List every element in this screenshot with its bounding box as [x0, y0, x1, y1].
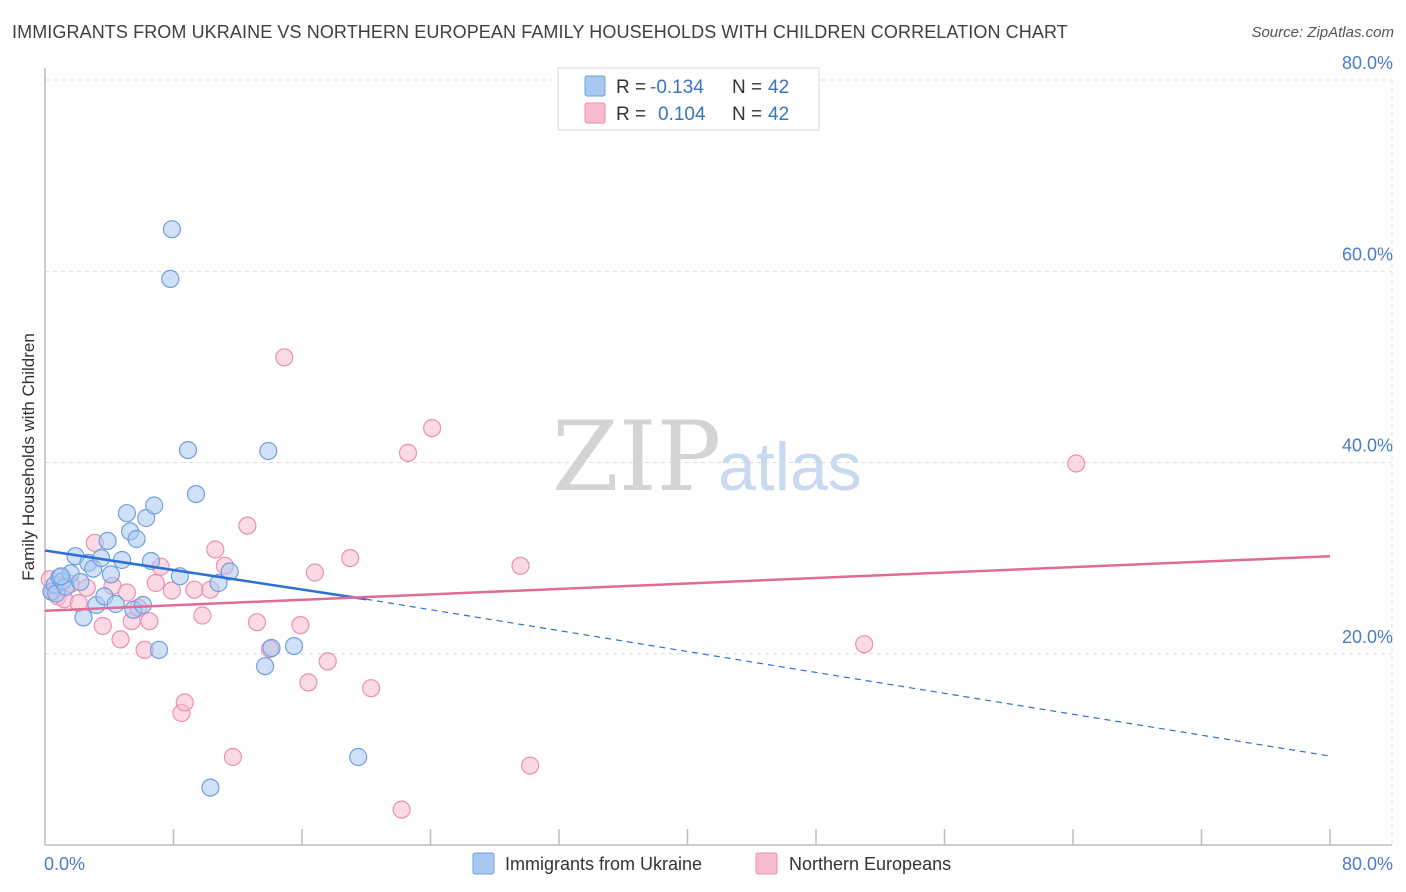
point-northern-europeans-10 — [111, 630, 130, 649]
legend-r-value-northern-europeans: 0.104 — [658, 104, 706, 125]
point-ukraine-8 — [71, 572, 90, 592]
y-tick-labels: 20.0% 40.0% 60.0% 80.0% — [1342, 53, 1393, 647]
y-axis-title: Family Households with Children — [19, 333, 38, 581]
bottom-legend-label-northern-europeans: Northern Europeans — [789, 854, 951, 874]
point-northern-europeans-11 — [117, 583, 137, 602]
point-northern-europeans-34 — [318, 652, 337, 671]
x-tick-labels: 0.0% 80.0% — [44, 854, 1393, 874]
point-northern-europeans-33 — [305, 563, 324, 582]
point-ukraine-32 — [186, 485, 206, 504]
watermark-atlas: atlas — [718, 429, 862, 505]
point-ukraine-17 — [106, 594, 125, 614]
trend-lines — [44, 549, 1331, 757]
point-ukraine-19 — [117, 504, 137, 523]
point-northern-europeans-37 — [392, 800, 411, 819]
point-ukraine-28 — [161, 269, 180, 288]
axes — [44, 68, 1392, 846]
point-ukraine-35 — [220, 562, 239, 581]
point-northern-europeans-43 — [1067, 454, 1086, 473]
point-ukraine-27 — [149, 640, 169, 660]
point-northern-europeans-35 — [341, 548, 360, 568]
point-northern-europeans-27 — [238, 516, 257, 535]
point-northern-europeans-15 — [140, 612, 159, 631]
legend-n-value-ukraine: 42 — [768, 77, 789, 98]
point-ukraine-15 — [98, 531, 117, 551]
y-tick-label-1: 40.0% — [1342, 436, 1393, 456]
watermark-zip: ZIP — [552, 401, 721, 513]
point-ukraine-26 — [145, 496, 164, 515]
point-northern-europeans-26 — [223, 747, 242, 767]
trend-line-ukraine — [44, 549, 367, 601]
bottom-legend-swatch-ukraine — [472, 852, 495, 875]
legend-n-label-ukraine: N = — [732, 77, 762, 98]
point-northern-europeans-42 — [855, 635, 874, 654]
point-northern-europeans-32 — [299, 673, 318, 692]
legend-swatch-northern-europeans — [584, 102, 606, 124]
point-northern-europeans-20 — [175, 693, 194, 712]
point-northern-europeans-21 — [185, 580, 204, 599]
x-tick-label-1: 80.0% — [1342, 854, 1393, 874]
y-tick-label-0: 20.0% — [1342, 627, 1393, 647]
point-ukraine-39 — [284, 636, 304, 656]
y-tick-label-2: 60.0% — [1342, 244, 1393, 264]
y-tick-label-3: 80.0% — [1342, 53, 1393, 73]
x-tick-label-0: 0.0% — [44, 854, 85, 874]
point-ukraine-41 — [51, 567, 71, 586]
point-northern-europeans-40 — [511, 556, 530, 575]
legend-r-label-northern-europeans: R = — [616, 104, 646, 125]
point-ukraine-33 — [201, 778, 220, 797]
point-northern-europeans-38 — [398, 443, 418, 462]
data-points — [40, 220, 1086, 819]
bottom-legend-swatch-northern-europeans — [755, 852, 778, 875]
point-ukraine-40 — [349, 747, 368, 767]
trend-line-northern-europeans — [44, 554, 1331, 612]
point-ukraine-9 — [74, 608, 93, 627]
legend-r-value-ukraine: -0.134 — [650, 77, 704, 98]
point-northern-europeans-41 — [520, 756, 540, 775]
point-northern-europeans-24 — [206, 540, 225, 559]
point-northern-europeans-30 — [275, 348, 294, 367]
point-ukraine-22 — [127, 529, 146, 549]
bottom-legend-label-ukraine: Immigrants from Ukraine — [505, 854, 702, 874]
legend-r-label-ukraine: R = — [616, 77, 646, 98]
trend-line-ukraine-extrapolated — [366, 598, 1331, 757]
chart-title: IMMIGRANTS FROM UKRAINE VS NORTHERN EURO… — [12, 22, 1068, 42]
watermark: ZIP atlas — [552, 401, 862, 513]
point-ukraine-23 — [133, 595, 153, 615]
legend-n-label-northern-europeans: N = — [732, 104, 762, 125]
point-ukraine-29 — [162, 220, 181, 239]
point-northern-europeans-16 — [146, 573, 165, 593]
legend: R = -0.134 N = 42 R = 0.104 N = 42 — [557, 67, 820, 131]
point-northern-europeans-22 — [193, 606, 212, 625]
point-ukraine-16 — [101, 565, 121, 584]
legend-n-value-northern-europeans: 42 — [768, 104, 789, 125]
point-ukraine-37 — [259, 441, 278, 461]
source-credit: Source: ZipAtlas.com — [1251, 24, 1394, 41]
point-ukraine-31 — [178, 441, 198, 460]
point-ukraine-36 — [256, 657, 275, 676]
point-northern-europeans-31 — [291, 615, 310, 635]
legend-swatch-ukraine — [584, 75, 606, 97]
bottom-legend: Immigrants from Ukraine Northern Europea… — [472, 852, 951, 875]
point-northern-europeans-36 — [362, 679, 381, 698]
point-ukraine-18 — [112, 550, 132, 570]
point-northern-europeans-39 — [423, 419, 442, 438]
point-ukraine-34 — [209, 573, 228, 593]
point-northern-europeans-28 — [247, 613, 267, 632]
point-ukraine-38 — [262, 638, 281, 658]
point-northern-europeans-8 — [93, 616, 112, 636]
point-northern-europeans-18 — [162, 581, 181, 600]
